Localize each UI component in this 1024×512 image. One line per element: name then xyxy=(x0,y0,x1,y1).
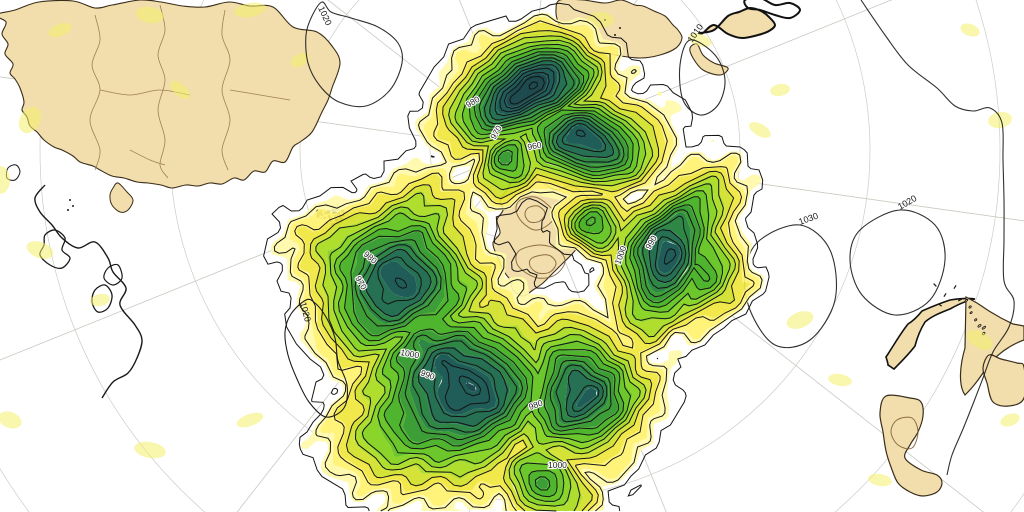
svg-text:1000: 1000 xyxy=(548,460,567,470)
